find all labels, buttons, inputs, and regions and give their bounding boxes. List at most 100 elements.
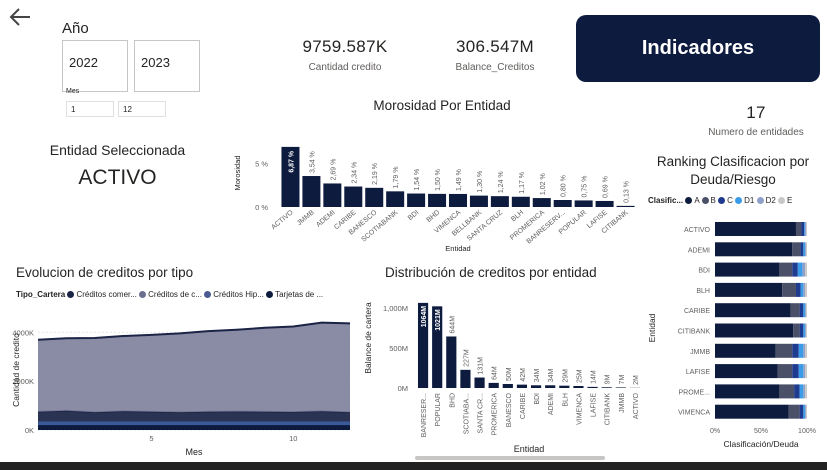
ranking-bar-segment-c xyxy=(792,343,799,358)
ranking-legend: Clasific... A B C D1 D2 E xyxy=(648,196,792,205)
morosidad-y-axis-label: Morosidad xyxy=(233,155,242,190)
year-to-input[interactable]: 2023 xyxy=(134,40,200,92)
ranking-bar-segment-a xyxy=(715,343,776,358)
distribucion-bar xyxy=(460,369,471,388)
legend-item-hipotecarios[interactable]: Créditos Hip... xyxy=(204,290,264,299)
ranking-bar-segment-d1 xyxy=(803,404,806,419)
cantidad-credito-label: Cantidad credito xyxy=(308,62,382,73)
distribucion-data-label: 7M xyxy=(619,375,626,385)
distribucion-x-tick: CITIBANK xyxy=(605,393,612,426)
distribucion-data-label: 25M xyxy=(576,369,583,383)
evolucion-area-hipotecarios xyxy=(38,421,350,426)
year-from-input[interactable]: 2022 xyxy=(62,40,128,92)
month-to-input[interactable]: 12 xyxy=(118,101,166,117)
ranking-bar-segment-b xyxy=(775,343,793,358)
ranking-legend-title: Clasific... xyxy=(648,196,684,205)
distribucion-bar xyxy=(559,385,570,388)
ranking-x-tick: 50% xyxy=(754,428,768,435)
ranking-y-tick: BLH xyxy=(696,288,710,295)
ranking-bar-segment-b xyxy=(782,282,796,297)
morosidad-bar xyxy=(302,176,321,207)
morosidad-data-label: 3,54 % xyxy=(309,151,316,173)
morosidad-x-tick: ACTIVO xyxy=(270,209,295,231)
year-slicer-title: Año xyxy=(62,20,89,37)
evolucion-y-tick: 2000K xyxy=(12,377,34,386)
evolucion-y-axis-label: Cantidad de credito xyxy=(11,333,21,407)
evolucion-area-consumo-line xyxy=(37,321,351,341)
legend-item-b[interactable]: B xyxy=(701,196,716,205)
ranking-y-tick: VIMENCA xyxy=(678,410,710,417)
morosidad-data-label: 0,69 % xyxy=(603,176,610,198)
ranking-y-tick: BDI xyxy=(698,268,710,275)
morosidad-bar xyxy=(616,205,635,207)
ranking-bar-segment-e xyxy=(806,404,807,419)
legend-item-e[interactable]: E xyxy=(778,196,792,205)
legend-item-d2[interactable]: D2 xyxy=(756,196,776,205)
ranking-bar-segment-c xyxy=(801,222,805,236)
morosidad-y-tick: 0 % xyxy=(255,203,268,212)
distribucion-data-label: 1064M xyxy=(421,306,428,328)
ranking-bar-segment-c xyxy=(799,303,804,318)
morosidad-bar xyxy=(386,191,405,207)
ranking-bar-segment-d1 xyxy=(799,384,804,399)
morosidad-bar xyxy=(407,193,426,207)
legend-item-c[interactable]: C xyxy=(718,196,733,205)
ranking-bar-segment-b xyxy=(792,242,801,257)
cantidad-credito-value: 9759.587K xyxy=(302,37,388,56)
ranking-bar-segment-d2 xyxy=(805,222,807,236)
distribucion-x-tick: BANRESER... xyxy=(421,393,428,437)
morosidad-x-tick: BLH xyxy=(510,209,525,223)
distribucion-bar xyxy=(573,386,584,388)
ranking-bar-segment-a xyxy=(715,404,789,419)
month-from-input[interactable]: 1 xyxy=(66,101,114,117)
morosidad-bar xyxy=(532,198,551,207)
morosidad-bar xyxy=(553,200,572,207)
ranking-stacked-bar-chart: Entidad ACTIVO ADEMI BDI BLH CARIBE CITIBANK JM… xyxy=(647,222,816,449)
bottom-bar xyxy=(0,462,827,470)
morosidad-data-label: 1,54 % xyxy=(414,169,421,191)
ranking-y-tick: PROME... xyxy=(678,389,710,396)
ranking-bar-segment-d2 xyxy=(805,323,807,338)
ranking-bar-segment-a xyxy=(715,323,794,338)
morosidad-bar xyxy=(428,193,447,207)
ranking-bar-segment-e xyxy=(806,303,807,318)
distribucion-x-tick: PROMERICA xyxy=(492,393,499,436)
legend-item-a[interactable]: A xyxy=(685,196,699,205)
evolucion-y-tick: 0K xyxy=(25,426,34,435)
ranking-bar-segment-e xyxy=(805,364,807,379)
distribucion-bar xyxy=(601,387,612,388)
legend-item-tarjetas[interactable]: Tarjetas de ... xyxy=(266,290,323,299)
distribucion-bar xyxy=(615,387,626,388)
ranking-bar-segment-c xyxy=(795,282,801,297)
evolucion-x-axis-label: Mes xyxy=(185,447,203,457)
distribucion-data-label: 9M xyxy=(605,374,612,384)
morosidad-data-label: 2,19 % xyxy=(372,163,379,185)
indicadores-button[interactable]: Indicadores xyxy=(576,15,820,82)
morosidad-bar xyxy=(574,200,593,207)
morosidad-x-tick: SCOTIABANK xyxy=(360,209,399,244)
legend-item-d1[interactable]: D1 xyxy=(735,196,754,205)
ranking-bar-segment-d1 xyxy=(804,222,806,236)
evolucion-area-chart: 0K 2000K 4000K 5 10 Mes Cantidad de credito xyxy=(11,321,351,457)
distribucion-x-tick: JMMB xyxy=(619,393,626,413)
distribucion-x-tick: SCOTIABA... xyxy=(463,393,470,434)
distribucion-y-tick: 1,000M xyxy=(383,304,408,313)
month-slicer-title: Mes xyxy=(66,88,80,95)
distribucion-bar xyxy=(545,385,556,388)
legend-item-consumo[interactable]: Créditos de c... xyxy=(139,290,202,299)
ranking-bar-segment-d2 xyxy=(805,303,807,318)
evolucion-chart-title: Evolucion de creditos por tipo xyxy=(16,265,194,280)
ranking-bar-segment-b xyxy=(779,384,795,399)
ranking-y-tick: LAFISE xyxy=(686,369,710,376)
ranking-bar-segment-d1 xyxy=(798,343,804,358)
distribucion-x-tick: CARIBE xyxy=(520,393,527,419)
distribucion-x-tick: BHD xyxy=(449,393,456,408)
morosidad-bar xyxy=(281,146,300,207)
morosidad-data-label: 1,17 % xyxy=(519,172,526,194)
morosidad-data-label: 6,87 % xyxy=(288,150,295,173)
back-arrow-icon[interactable] xyxy=(8,6,32,28)
legend-item-comerciales[interactable]: Créditos comer... xyxy=(67,290,137,299)
distribucion-x-tick: BDI xyxy=(534,393,541,405)
ranking-bar-segment-d2 xyxy=(805,404,807,419)
morosidad-data-label: 0,13 % xyxy=(624,181,631,203)
